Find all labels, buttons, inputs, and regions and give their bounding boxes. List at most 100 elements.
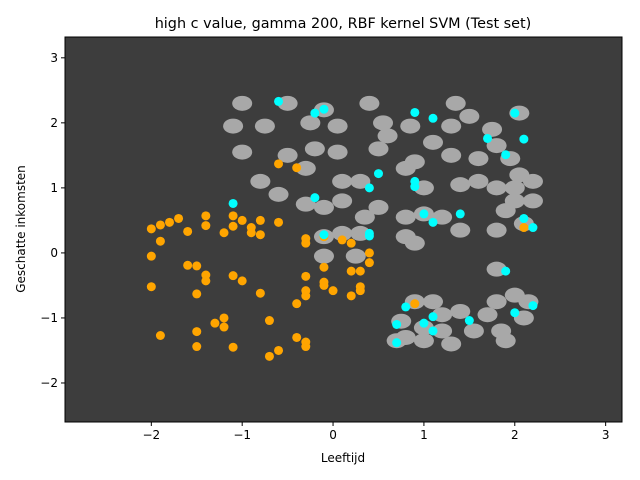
data-point-class-0 <box>264 351 274 361</box>
x-tick-label: 1 <box>420 428 428 442</box>
data-point-class-1 <box>501 150 511 160</box>
data-point-class-0 <box>155 331 165 341</box>
data-point-class-0 <box>192 327 202 337</box>
data-point-class-1 <box>428 326 438 336</box>
data-point-class-1 <box>428 217 438 227</box>
decision-region-blob <box>486 180 507 196</box>
decision-region-blob <box>395 160 416 176</box>
x-tick-label: −1 <box>233 428 251 442</box>
data-point-class-0 <box>264 316 274 326</box>
x-tick-label: 0 <box>329 428 337 442</box>
decision-region-blob <box>441 336 462 352</box>
data-point-class-0 <box>228 271 238 281</box>
decision-region-blob <box>250 173 271 189</box>
data-point-class-1 <box>364 231 374 241</box>
data-point-class-0 <box>274 217 284 227</box>
data-point-class-0 <box>201 211 211 221</box>
data-point-class-0 <box>219 313 229 323</box>
data-point-class-0 <box>192 261 202 271</box>
data-point-class-0 <box>364 258 374 268</box>
data-point-class-0 <box>228 221 238 231</box>
data-point-class-1 <box>419 209 429 219</box>
decision-region-blob <box>509 167 530 183</box>
y-tick-label: 3 <box>50 51 58 65</box>
data-point-class-1 <box>510 108 520 118</box>
y-tick-label: 2 <box>50 116 58 130</box>
data-point-class-0 <box>346 238 356 248</box>
data-point-class-1 <box>519 213 529 223</box>
decision-region-blob <box>459 108 480 124</box>
data-point-class-1 <box>392 319 402 329</box>
data-point-class-0 <box>292 332 302 342</box>
data-point-class-0 <box>174 213 184 223</box>
data-point-class-0 <box>146 282 156 292</box>
decision-region-blob <box>295 160 316 176</box>
decision-region-blob <box>486 294 507 310</box>
data-points-layer <box>146 96 538 361</box>
data-point-class-0 <box>192 342 202 352</box>
data-point-class-0 <box>155 220 165 230</box>
y-tick-label: −2 <box>40 376 58 390</box>
data-point-class-0 <box>301 342 311 352</box>
decision-region-blob <box>254 118 275 134</box>
data-point-class-0 <box>155 236 165 246</box>
decision-region-blob <box>368 141 389 157</box>
decision-region-blob <box>400 118 421 134</box>
decision-region-blob <box>495 203 516 219</box>
decision-region-blob <box>223 118 244 134</box>
decision-region-layer <box>223 95 543 352</box>
data-point-class-0 <box>228 211 238 221</box>
data-point-class-1 <box>319 104 329 114</box>
plot-frame <box>64 36 623 423</box>
data-point-class-0 <box>410 299 420 309</box>
decision-region-blob <box>445 95 466 111</box>
decision-region-blob <box>300 115 321 131</box>
data-point-class-0 <box>328 286 338 296</box>
data-point-class-1 <box>364 183 374 193</box>
decision-region-blob <box>354 209 375 225</box>
data-point-class-0 <box>219 322 229 332</box>
decision-region-blob <box>327 118 348 134</box>
data-point-class-1 <box>419 318 429 328</box>
y-axis-label: Geschatte inkomsten <box>14 165 28 293</box>
y-tick-label: −1 <box>40 311 58 325</box>
data-point-class-1 <box>392 338 402 348</box>
data-point-class-0 <box>192 289 202 299</box>
decision-region-blob <box>404 235 425 251</box>
data-point-class-0 <box>237 215 247 225</box>
data-point-class-0 <box>228 342 238 352</box>
decision-region-blob <box>468 151 489 167</box>
decision-region-blob <box>441 147 462 163</box>
data-point-class-1 <box>319 230 329 240</box>
y-tick-label: 0 <box>50 246 58 260</box>
x-axis-ticks: −2 −1 0 1 2 3 <box>142 422 609 442</box>
decision-region-blob <box>522 193 543 209</box>
data-point-class-0 <box>292 299 302 309</box>
data-point-class-0 <box>246 228 256 238</box>
data-point-class-0 <box>301 291 311 301</box>
data-point-class-0 <box>337 235 347 245</box>
decision-region-blob <box>327 144 348 160</box>
data-point-class-0 <box>164 217 174 227</box>
x-tick-label: −2 <box>142 428 160 442</box>
data-point-class-0 <box>346 266 356 276</box>
decision-region-blob <box>450 177 471 193</box>
data-point-class-1 <box>228 198 238 208</box>
data-point-class-1 <box>310 193 320 203</box>
data-point-class-0 <box>146 251 156 261</box>
data-point-class-0 <box>219 228 229 238</box>
decision-region-blob <box>377 128 398 144</box>
decision-region-blob <box>395 209 416 225</box>
decision-region-blob <box>232 144 253 160</box>
data-point-class-0 <box>237 276 247 286</box>
decision-region-blob <box>463 323 484 339</box>
decision-region-blob <box>304 141 325 157</box>
decision-region-blob <box>423 134 444 150</box>
data-point-class-0 <box>301 271 311 281</box>
data-point-class-1 <box>501 266 511 276</box>
data-point-class-0 <box>183 260 193 270</box>
data-point-class-0 <box>346 291 356 301</box>
data-point-class-1 <box>401 302 411 312</box>
decision-region-blob <box>332 225 353 241</box>
data-point-class-0 <box>364 248 374 258</box>
